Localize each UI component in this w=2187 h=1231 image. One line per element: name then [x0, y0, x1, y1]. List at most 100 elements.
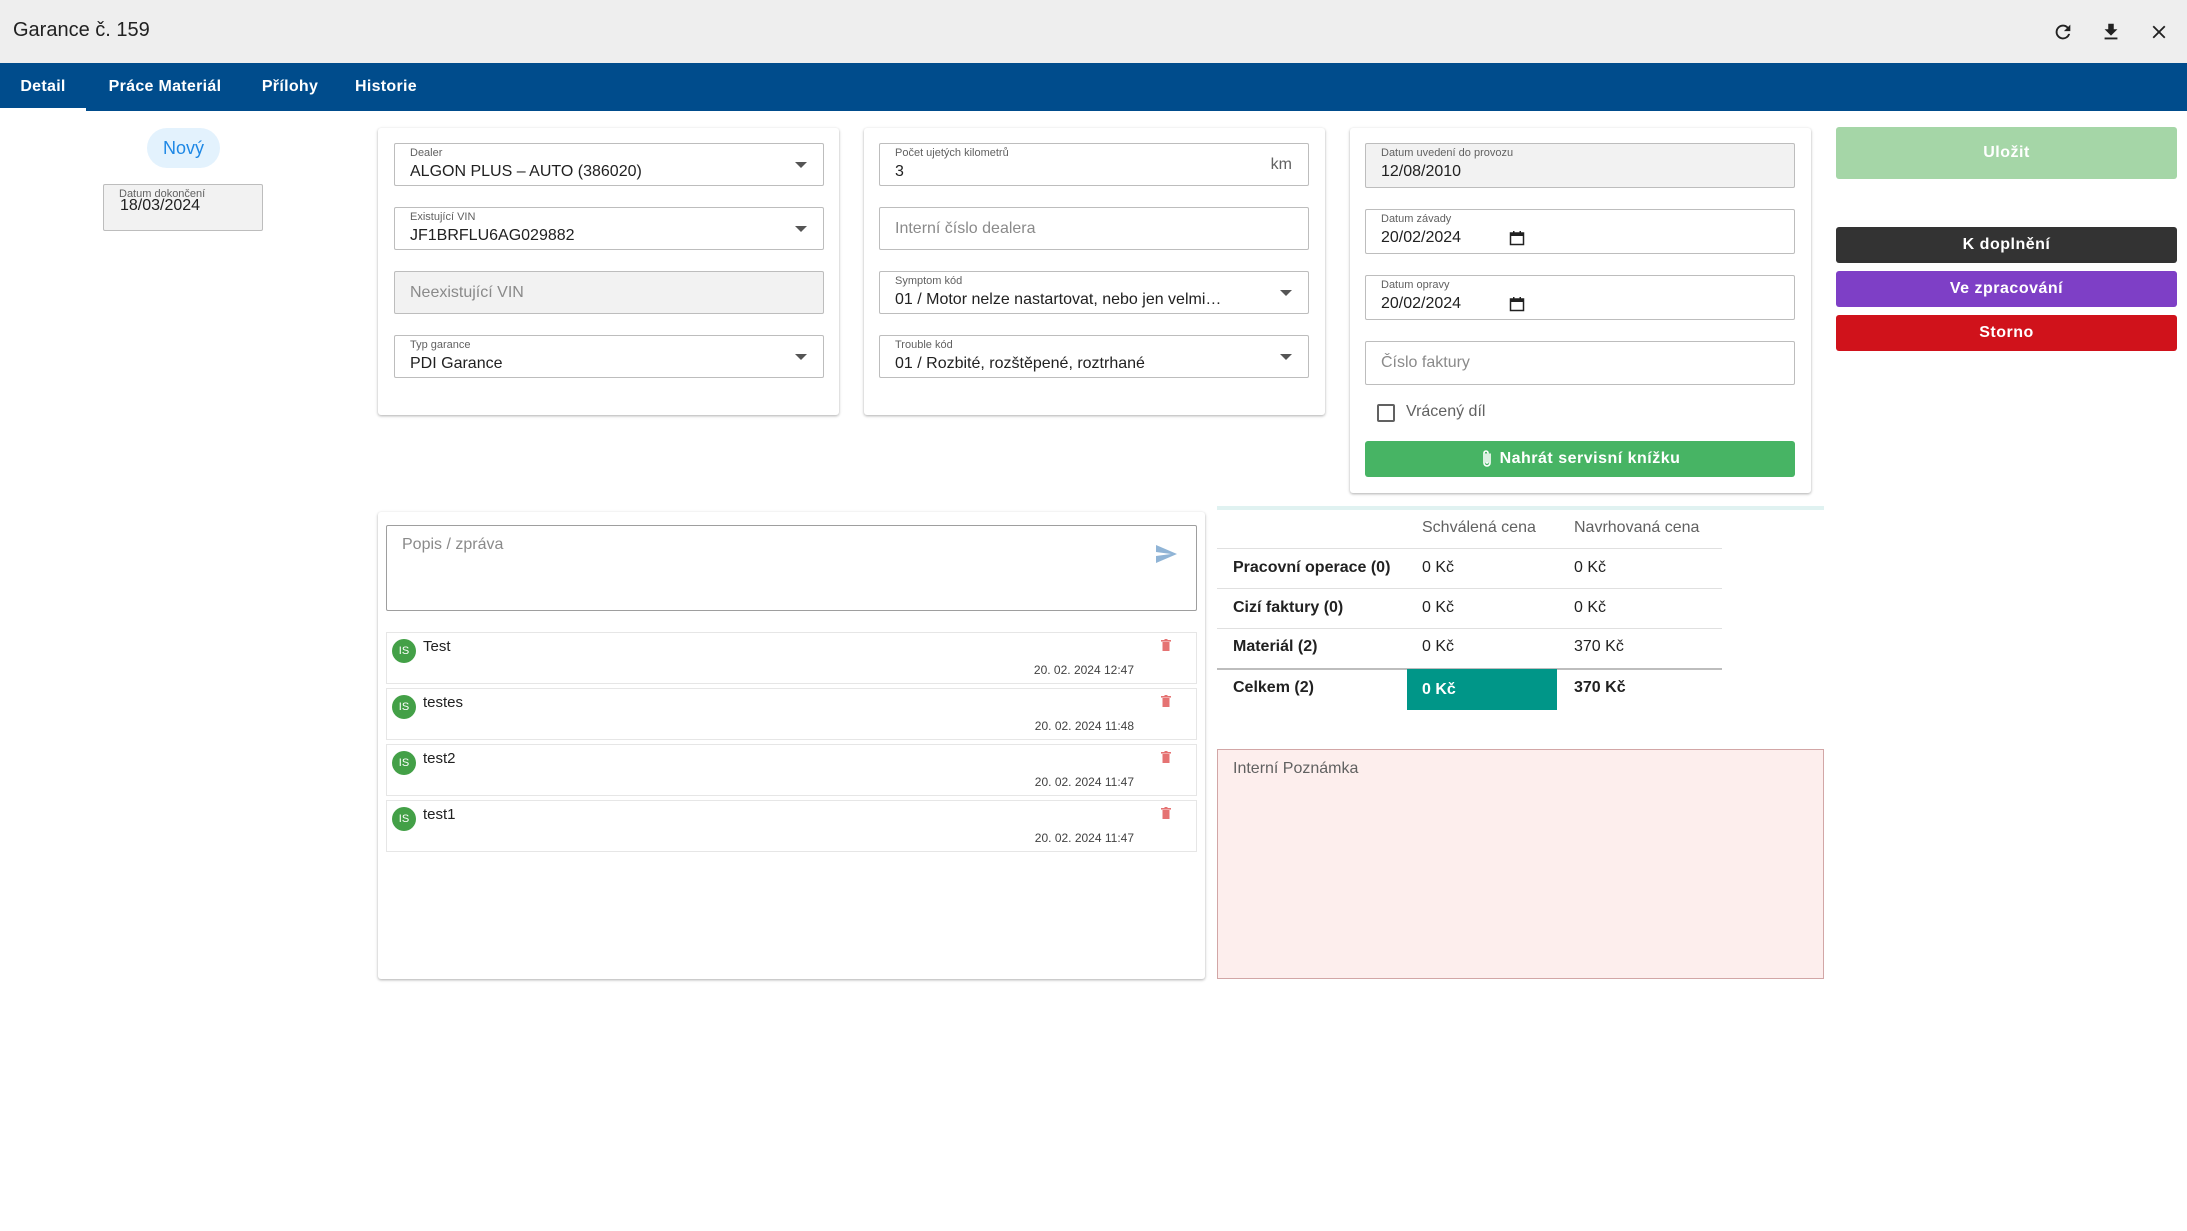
chevron-down-icon	[1280, 353, 1292, 360]
table-row-divider	[1217, 548, 1722, 549]
send-icon[interactable]	[1154, 542, 1178, 566]
fault-date-value: 20/02/2024	[1381, 229, 1462, 246]
trouble-value: 01 / Rozbité, rozštěpené, roztrhané	[895, 355, 1145, 372]
tab-detail[interactable]: Detail	[0, 63, 86, 111]
avatar: IS	[392, 807, 416, 831]
table-row-divider	[1217, 588, 1722, 589]
message-input[interactable]: Popis / zpráva	[386, 525, 1197, 611]
calendar-icon[interactable]	[1509, 296, 1525, 312]
price-row-label: Celkem (2)	[1233, 679, 1314, 696]
approved-price-header: Schválená cena	[1422, 519, 1536, 536]
save-button[interactable]: Uložit	[1836, 127, 2177, 179]
upload-service-book-label: Nahrát servisní knížku	[1499, 450, 1681, 467]
total-proposed-price: 370 Kč	[1574, 679, 1626, 696]
message-item: IS test2 20. 02. 2024 11:47	[386, 744, 1197, 796]
symptom-label: Symptom kód	[895, 275, 963, 287]
upload-service-book-button[interactable]: Nahrát servisní knížku	[1365, 441, 1795, 477]
fault-date-input[interactable]: Datum závady 20/02/2024	[1365, 209, 1795, 254]
avatar: IS	[392, 751, 416, 775]
price-proposed: 0 Kč	[1574, 559, 1607, 576]
vin-value: JF1BRFLU6AG029882	[410, 227, 575, 244]
tab-prace-material[interactable]: Práce Materiál	[108, 78, 222, 95]
trash-icon[interactable]	[1161, 639, 1171, 651]
trash-icon[interactable]	[1161, 751, 1171, 763]
returned-part-checkbox[interactable]	[1377, 404, 1395, 422]
trouble-label: Trouble kód	[895, 339, 953, 351]
vin-select[interactable]: Existující VIN JF1BRFLU6AG029882	[394, 207, 824, 250]
message-time: 20. 02. 2024 11:48	[1034, 719, 1134, 733]
completion-date-value: 18/03/2024	[120, 197, 201, 214]
internal-note-placeholder: Interní Poznámka	[1233, 760, 1359, 777]
invoice-number-input[interactable]: Číslo faktury	[1365, 341, 1795, 385]
service-date-label: Datum uvedení do provozu	[1381, 147, 1514, 159]
symptom-select[interactable]: Symptom kód 01 / Motor nelze nastartovat…	[879, 271, 1309, 314]
chevron-down-icon	[795, 353, 807, 360]
total-approved-price: 0 Kč	[1407, 669, 1557, 710]
table-row-divider	[1217, 628, 1722, 629]
to-complete-button[interactable]: K doplnění	[1836, 227, 2177, 263]
message-time: 20. 02. 2024 12:47	[1033, 663, 1134, 677]
warranty-type-select[interactable]: Typ garance PDI Garance	[394, 335, 824, 378]
status-badge: Nový	[147, 128, 220, 168]
km-value: 3	[895, 163, 904, 180]
symptom-value: 01 / Motor nelze nastartovat, nebo jen v…	[895, 291, 1222, 308]
tab-prilohy[interactable]: Přílohy	[261, 78, 319, 95]
in-progress-button[interactable]: Ve zpracování	[1836, 271, 2177, 307]
invoice-number-placeholder: Číslo faktury	[1381, 354, 1470, 371]
avatar: IS	[392, 639, 416, 663]
km-label: Počet ujetých kilometrů	[895, 147, 1009, 159]
chevron-down-icon	[795, 161, 807, 168]
message-text: testes	[423, 694, 464, 711]
title-bar: Garance č. 159	[0, 0, 2187, 63]
vin-label: Existující VIN	[410, 211, 476, 223]
chevron-down-icon	[795, 225, 807, 232]
calendar-icon[interactable]	[1509, 230, 1525, 246]
proposed-price-header: Navrhovaná cena	[1574, 519, 1700, 536]
returned-part-label: Vrácený díl	[1406, 403, 1486, 420]
message-text: test1	[423, 806, 456, 823]
cancel-button[interactable]: Storno	[1836, 315, 2177, 351]
chevron-down-icon	[1280, 289, 1292, 296]
trouble-select[interactable]: Trouble kód 01 / Rozbité, rozštěpené, ro…	[879, 335, 1309, 378]
refresh-icon[interactable]	[2047, 16, 2079, 48]
tab-historie[interactable]: Historie	[355, 78, 417, 95]
download-icon[interactable]	[2095, 16, 2127, 48]
price-proposed: 0 Kč	[1574, 599, 1607, 616]
repair-date-label: Datum opravy	[1381, 279, 1450, 291]
repair-date-input[interactable]: Datum opravy 20/02/2024	[1365, 275, 1795, 320]
dealer-value: ALGON PLUS – AUTO (386020)	[410, 163, 642, 180]
message-time: 20. 02. 2024 11:47	[1034, 831, 1134, 845]
fault-date-label: Datum závady	[1381, 213, 1452, 225]
nonexistent-vin-input[interactable]: Neexistující VIN	[394, 271, 824, 314]
km-unit: km	[1270, 155, 1292, 173]
window-title: Garance č. 159	[13, 19, 150, 41]
price-approved: 0 Kč	[1422, 599, 1455, 616]
km-input[interactable]: Počet ujetých kilometrů 3 km	[879, 143, 1309, 186]
close-icon[interactable]	[2143, 16, 2175, 48]
price-approved: 0 Kč	[1422, 559, 1455, 576]
warranty-type-value: PDI Garance	[410, 355, 503, 372]
repair-date-value: 20/02/2024	[1381, 295, 1462, 312]
price-proposed: 370 Kč	[1574, 638, 1624, 655]
price-row-label: Cizí faktury (0)	[1233, 599, 1344, 616]
trash-icon[interactable]	[1161, 695, 1171, 707]
message-item: IS test1 20. 02. 2024 11:47	[386, 800, 1197, 852]
message-text: Test	[423, 638, 451, 655]
completion-date-label: Datum dokončení	[119, 188, 206, 200]
price-approved: 0 Kč	[1422, 638, 1455, 655]
dealer-number-placeholder: Interní číslo dealera	[895, 219, 1036, 237]
avatar: IS	[392, 695, 416, 719]
dealer-select[interactable]: Dealer ALGON PLUS – AUTO (386020)	[394, 143, 824, 186]
trash-icon[interactable]	[1161, 807, 1171, 819]
completion-date-field[interactable]: Datum dokončení 18/03/2024	[103, 184, 263, 231]
service-date-field[interactable]: Datum uvedení do provozu 12/08/2010	[1365, 143, 1795, 188]
dealer-label: Dealer	[410, 147, 443, 159]
internal-note-input[interactable]: Interní Poznámka	[1217, 749, 1824, 979]
message-item: IS testes 20. 02. 2024 11:48	[386, 688, 1197, 740]
price-table-divider	[1217, 506, 1824, 510]
service-date-value: 12/08/2010	[1381, 163, 1462, 180]
message-time: 20. 02. 2024 11:47	[1034, 775, 1134, 789]
nonexistent-vin-placeholder: Neexistující VIN	[410, 283, 524, 301]
price-row-label: Pracovní operace (0)	[1233, 559, 1391, 576]
dealer-number-input[interactable]: Interní číslo dealera	[879, 207, 1309, 250]
